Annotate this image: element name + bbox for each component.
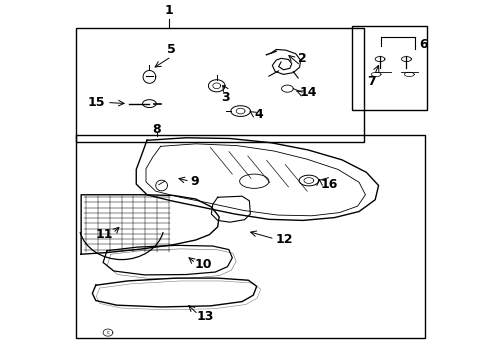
Text: 12: 12 (275, 234, 293, 247)
Text: 4: 4 (254, 108, 263, 121)
Text: 1: 1 (164, 4, 173, 17)
Text: 2: 2 (297, 52, 306, 65)
Text: c: c (106, 330, 109, 335)
Text: 16: 16 (320, 177, 337, 190)
Text: 5: 5 (166, 43, 175, 56)
Text: 14: 14 (299, 86, 316, 99)
Text: 15: 15 (88, 96, 105, 109)
Bar (76, 135, 424, 338)
Text: 6: 6 (418, 38, 427, 51)
Text: 8: 8 (152, 123, 161, 136)
Text: 10: 10 (194, 258, 211, 271)
Text: 11: 11 (95, 228, 113, 241)
Bar (76, 28, 363, 142)
Text: 9: 9 (190, 175, 199, 188)
Text: 7: 7 (366, 76, 375, 89)
Text: 13: 13 (196, 310, 214, 323)
Text: 3: 3 (221, 91, 230, 104)
Bar (351, 26, 427, 110)
